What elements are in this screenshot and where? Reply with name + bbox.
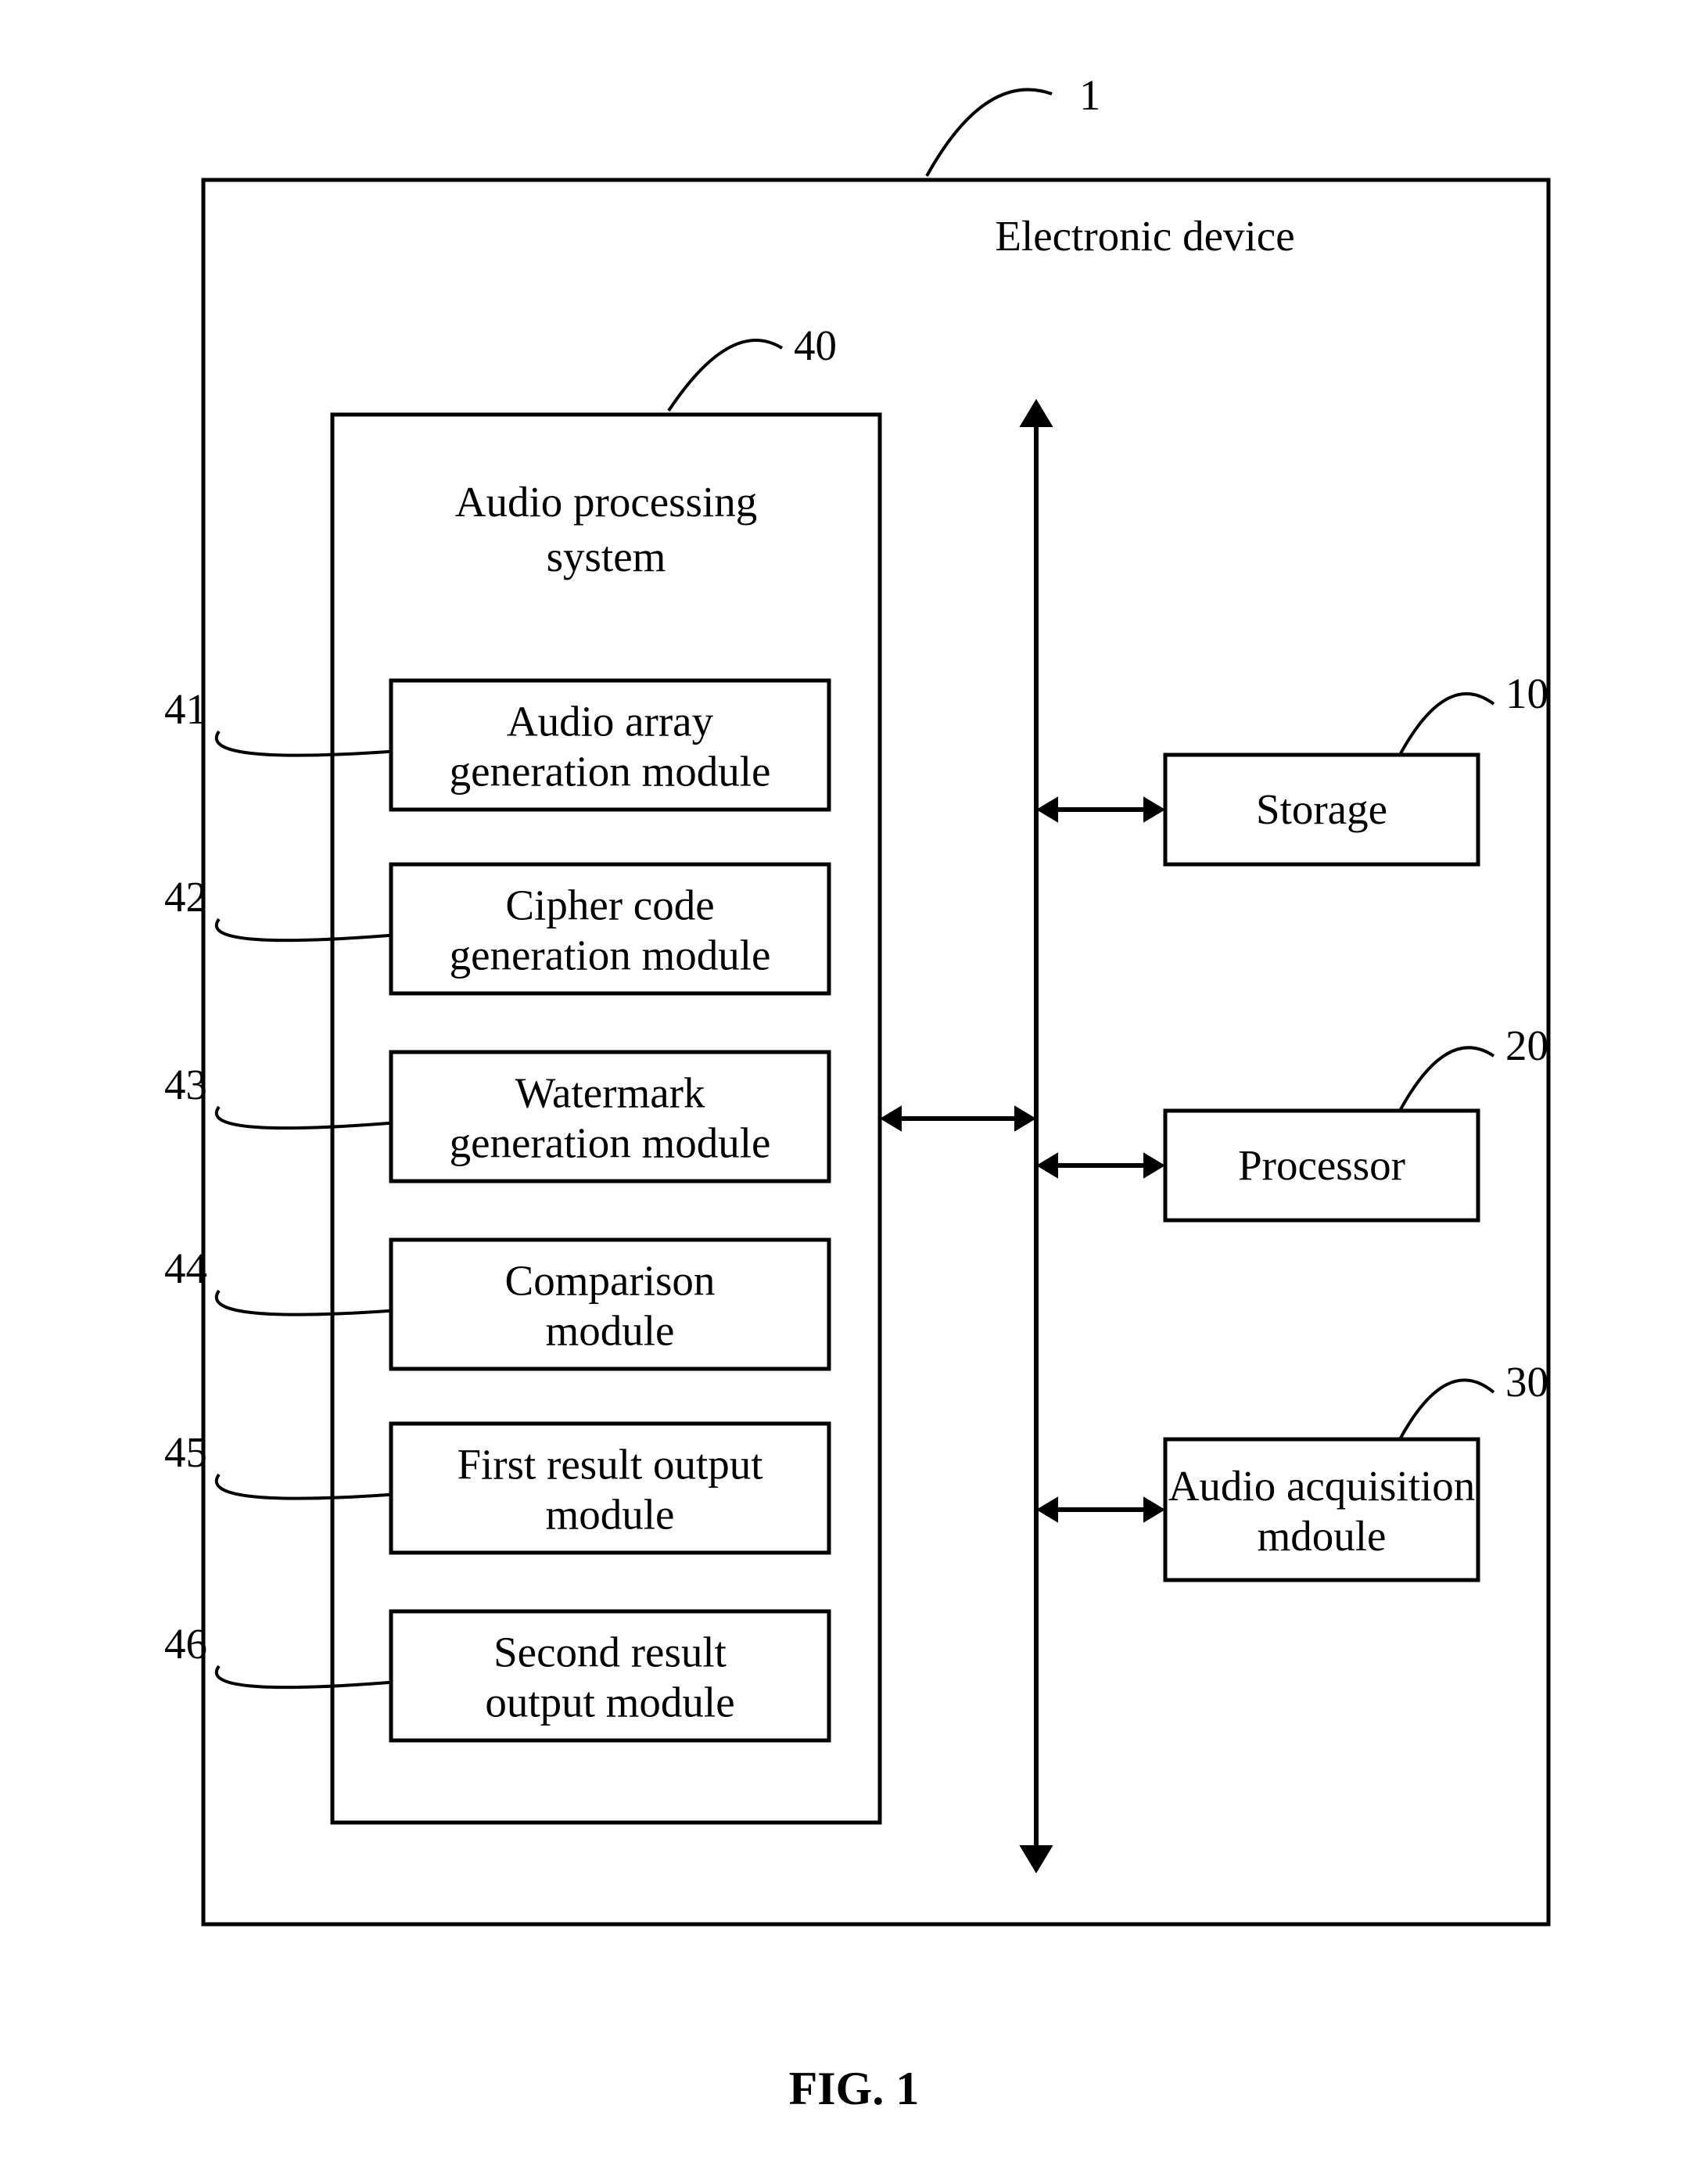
arrowhead <box>1019 1845 1053 1873</box>
arrowhead <box>1143 796 1165 823</box>
reference-leader <box>217 919 391 940</box>
right-block-ref: 30 <box>1505 1358 1548 1406</box>
module-label-2: generation module <box>450 932 771 979</box>
reference-leader <box>217 1107 391 1128</box>
arrowhead <box>1014 1105 1036 1132</box>
right-block-label: Processor <box>1238 1141 1405 1189</box>
electronic-device-ref: 1 <box>1079 71 1101 119</box>
arrowhead <box>1143 1496 1165 1523</box>
right-block-ref: 10 <box>1505 670 1548 717</box>
module-label-1: Cipher code <box>505 882 714 929</box>
module-label-1: Audio array <box>507 698 714 745</box>
reference-leader <box>1400 1380 1494 1439</box>
module-label-1: First result output <box>457 1441 762 1489</box>
reference-leader <box>217 731 391 756</box>
module-ref: 42 <box>164 873 207 921</box>
module-label-1: Comparison <box>505 1257 716 1305</box>
module-ref: 44 <box>164 1244 207 1292</box>
reference-leader <box>217 1291 391 1315</box>
right-block-ref: 20 <box>1505 1022 1548 1069</box>
arrowhead <box>1036 1496 1058 1523</box>
reference-leader <box>1400 694 1494 755</box>
reference-leader <box>217 1666 391 1687</box>
audio-system-ref: 40 <box>794 321 837 369</box>
module-label-2: module <box>546 1491 675 1539</box>
reference-leader <box>217 1474 391 1499</box>
reference-leader <box>927 90 1052 176</box>
audio-system-title-1: Audio processing <box>455 478 757 526</box>
module-label-2: generation module <box>450 1119 771 1167</box>
module-label-2: output module <box>485 1679 734 1726</box>
module-label-2: generation module <box>450 748 771 796</box>
electronic-device-title: Electronic device <box>995 212 1294 260</box>
arrowhead <box>1036 1152 1058 1179</box>
right-block-label-2: mdoule <box>1258 1512 1387 1560</box>
module-label-1: Second result <box>493 1629 727 1676</box>
arrowhead <box>1036 796 1058 823</box>
audio-system-title-2: system <box>547 533 666 580</box>
figure-caption: FIG. 1 <box>789 2063 920 2114</box>
arrowhead <box>1019 399 1053 427</box>
reference-leader <box>1400 1047 1494 1111</box>
reference-leader <box>669 340 782 411</box>
arrowhead <box>880 1105 902 1132</box>
right-block-label: Storage <box>1256 785 1387 833</box>
module-ref: 45 <box>164 1428 207 1476</box>
module-label-2: module <box>546 1307 675 1355</box>
arrowhead <box>1143 1152 1165 1179</box>
module-ref: 41 <box>164 685 207 733</box>
module-ref: 43 <box>164 1061 207 1108</box>
right-block-label-1: Audio acquisition <box>1168 1462 1476 1510</box>
module-ref: 46 <box>164 1620 207 1668</box>
module-label-1: Watermark <box>515 1069 705 1117</box>
